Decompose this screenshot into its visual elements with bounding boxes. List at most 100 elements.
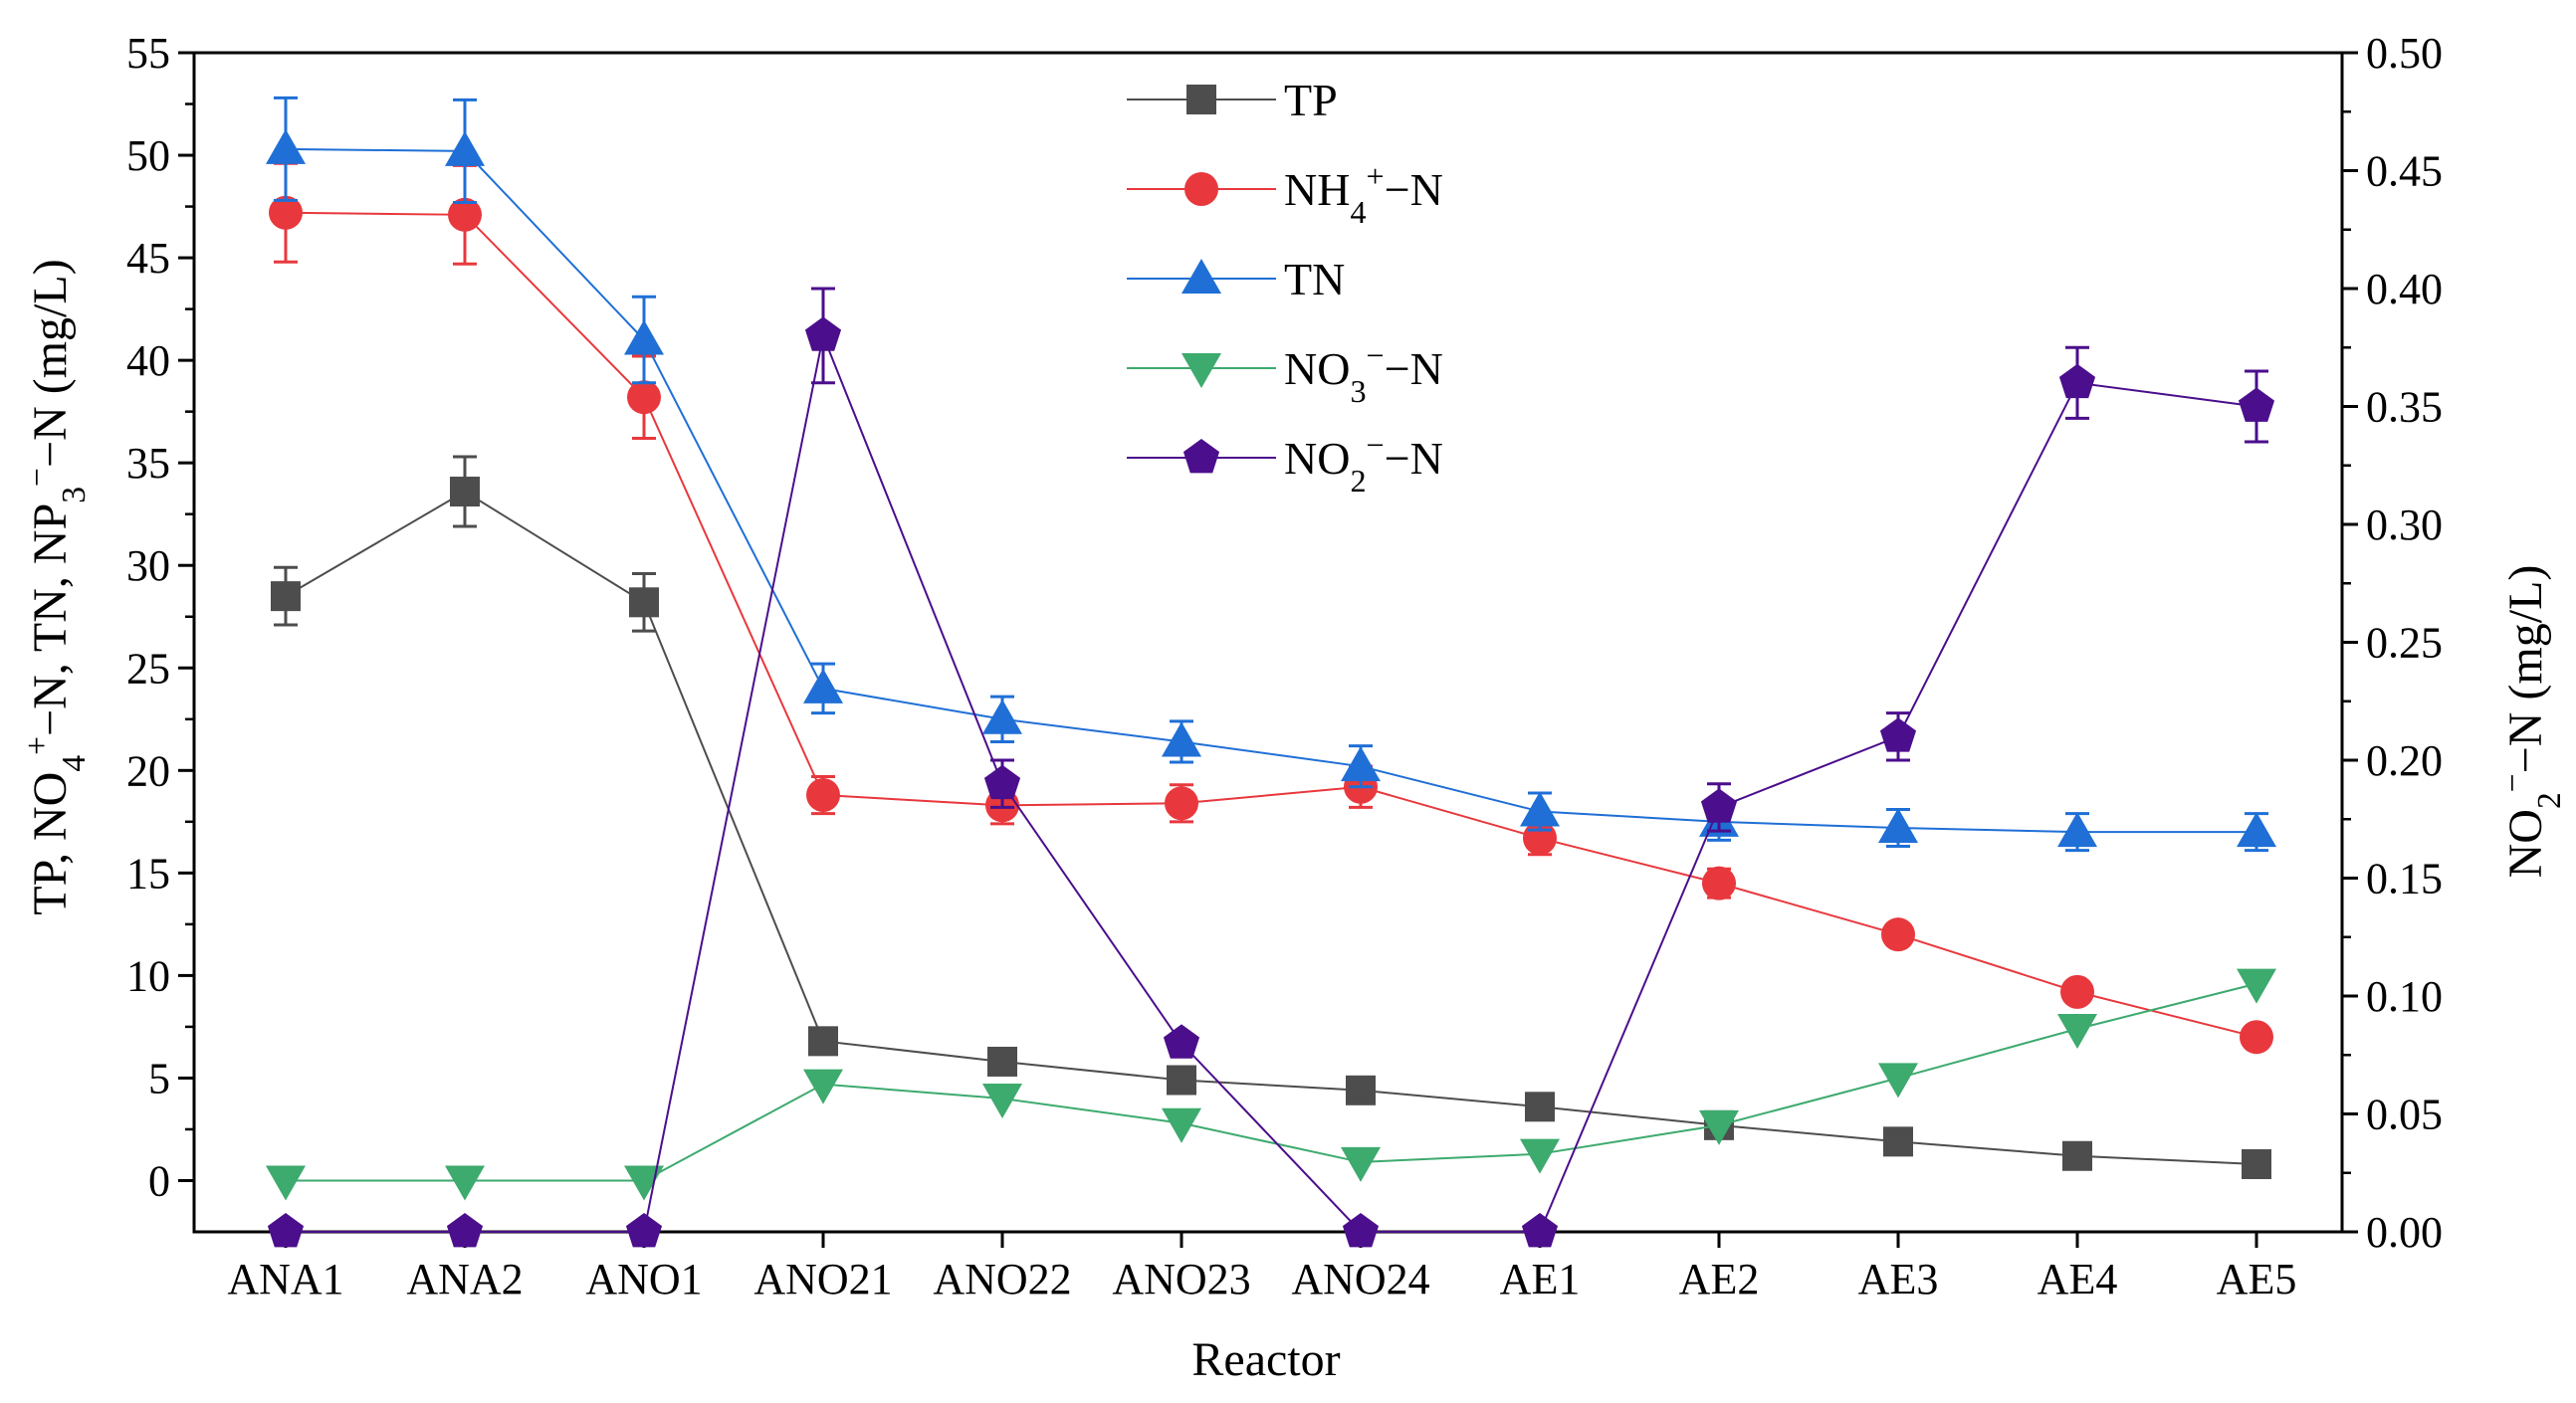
data-point [806,778,840,813]
legend-label: NO2−−N [1284,427,1443,499]
x-axis-tick-label: AE4 [2038,1255,2118,1303]
x-axis-tick-label: ANO1 [585,1255,702,1303]
data-point [266,1165,306,1201]
data-point [1883,1126,1913,1157]
left-axis-tick-label: 30 [126,541,170,590]
left-axis-title: TP, NO4+−N, TN, NP3−−N (mg/L) [19,259,93,914]
data-point [1702,866,1736,901]
legend-marker [1184,172,1218,206]
series-line [285,490,2257,1165]
series-layer [266,96,2276,1248]
data-point [2238,387,2275,422]
x-axis-tick-label: ANA1 [227,1255,343,1303]
legend-label: NH4+−N [1284,158,1443,230]
right-axis-tick-label: 0.35 [2366,383,2443,432]
legend-item: TN [1127,254,1345,304]
right-axis-tick-label: 0.50 [2366,29,2443,78]
data-point [1163,1024,1200,1059]
data-point [1700,788,1738,823]
data-point [1346,1075,1376,1105]
data-point [1167,1065,1196,1096]
data-point [271,581,301,612]
data-point [2057,1013,2097,1049]
x-axis-tick-label: ANA2 [406,1255,523,1303]
series-nh4-n [269,161,2273,1055]
data-point [808,1026,838,1057]
data-point [624,319,664,355]
data-point [1525,1092,1555,1122]
axes-layer: 0 5 10 15 20 25 30 35 40 45 50 55 0.00 0.05 0.10 0.15 0.… [126,29,2443,1303]
left-axis-tick-label: 35 [126,439,170,488]
legend-label: NO3−−N [1284,337,1443,409]
data-point [445,130,485,166]
left-axis-tick-label: 20 [126,746,170,795]
legend-item: NO2−−N [1127,427,1443,499]
left-axis-tick-label: 10 [126,951,170,1000]
data-point [266,128,306,164]
legend-marker [1182,439,1220,474]
data-point [629,587,659,618]
data-point [446,1213,484,1248]
data-point [1162,1107,1201,1143]
series-no3-n [266,968,2276,1201]
data-point [1881,917,1915,952]
data-point [450,477,480,507]
data-point [803,1069,843,1104]
data-point [803,668,843,703]
data-point [1520,1138,1560,1174]
data-point [1341,746,1381,782]
right-axis-tick-label: 0.40 [2366,265,2443,313]
data-point [1699,1109,1739,1145]
left-axis-tick-label: 55 [126,29,170,78]
legend-item: NO3−−N [1127,337,1443,409]
data-point [1342,1213,1380,1248]
x-axis-tick-label: ANO24 [1291,1255,1429,1303]
data-point [1341,1146,1381,1182]
right-axis-tick-label: 0.30 [2366,501,2443,549]
data-point [448,197,482,232]
legend-label: TN [1284,254,1345,304]
data-point [982,1084,1022,1119]
data-point [1162,721,1201,757]
data-point [2237,812,2276,848]
left-axis-tick-label: 45 [126,234,170,283]
data-point [1521,1213,1559,1248]
data-point [2237,968,2276,1004]
data-point [1878,808,1918,844]
series-line [285,211,2257,1039]
legend-marker [1186,85,1216,114]
legend-marker [1181,259,1221,294]
series-no2-n [267,287,2275,1248]
data-point [983,764,1021,800]
right-axis-tick-label: 0.05 [2366,1091,2443,1139]
data-point [624,1165,664,1201]
x-axis-tick-label: AE3 [1858,1255,1939,1303]
right-axis-tick-label: 0.45 [2366,147,2443,196]
data-point [1520,791,1560,827]
series-tp [271,455,2271,1179]
x-axis-tick-label: ANO23 [1112,1255,1250,1303]
x-axis-tick-label: AE2 [1679,1255,1760,1303]
legend-item: NH4+−N [1127,158,1443,230]
data-point [627,380,661,415]
data-point [2062,1140,2092,1171]
data-point [269,195,303,230]
left-axis-tick-label: 15 [126,849,170,898]
legend-marker [1181,353,1221,388]
data-point [2240,1020,2273,1055]
data-point [2058,363,2096,399]
data-point [1879,717,1917,752]
data-point [804,316,842,351]
data-point [2060,974,2094,1009]
series-line [286,331,2257,1233]
legend-item: TP [1127,75,1338,125]
left-axis-tick-label: 5 [148,1054,170,1102]
left-axis-tick-label: 50 [126,131,170,180]
legend-label: TP [1284,75,1338,125]
right-axis-tick-label: 0.20 [2366,736,2443,785]
data-point [987,1046,1017,1077]
left-axis-tick-label: 40 [126,336,170,385]
data-point [2242,1148,2271,1179]
data-point [625,1213,663,1248]
data-point [267,1213,305,1248]
